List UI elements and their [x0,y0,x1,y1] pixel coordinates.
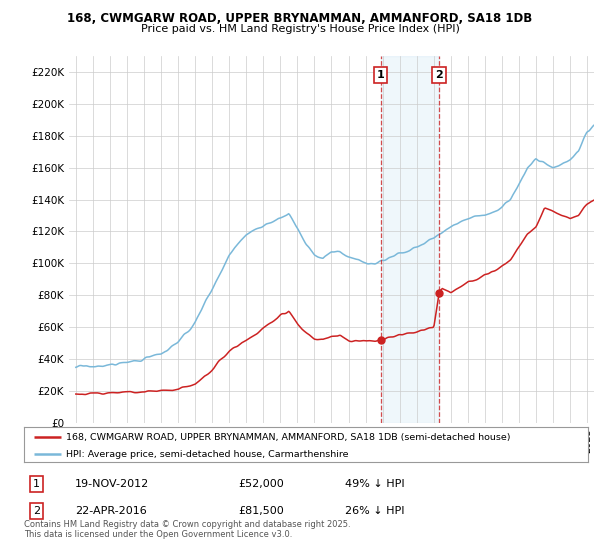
Text: 1: 1 [377,70,385,80]
Text: 22-APR-2016: 22-APR-2016 [75,506,146,516]
Text: Price paid vs. HM Land Registry's House Price Index (HPI): Price paid vs. HM Land Registry's House … [140,24,460,34]
Text: Contains HM Land Registry data © Crown copyright and database right 2025.
This d: Contains HM Land Registry data © Crown c… [24,520,350,539]
Text: 2: 2 [435,70,443,80]
Bar [381,56,439,423]
Text: £81,500: £81,500 [238,506,284,516]
Text: 2: 2 [33,506,40,516]
Text: £52,000: £52,000 [238,479,284,489]
Text: 168, CWMGARW ROAD, UPPER BRYNAMMAN, AMMANFORD, SA18 1DB (semi-detached house): 168, CWMGARW ROAD, UPPER BRYNAMMAN, AMMA… [66,432,511,441]
Text: 1: 1 [33,479,40,489]
Text: 26% ↓ HPI: 26% ↓ HPI [346,506,405,516]
Text: 168, CWMGARW ROAD, UPPER BRYNAMMAN, AMMANFORD, SA18 1DB: 168, CWMGARW ROAD, UPPER BRYNAMMAN, AMMA… [67,12,533,25]
Text: 49% ↓ HPI: 49% ↓ HPI [346,479,405,489]
Text: 19-NOV-2012: 19-NOV-2012 [75,479,149,489]
Text: HPI: Average price, semi-detached house, Carmarthenshire: HPI: Average price, semi-detached house,… [66,450,349,459]
